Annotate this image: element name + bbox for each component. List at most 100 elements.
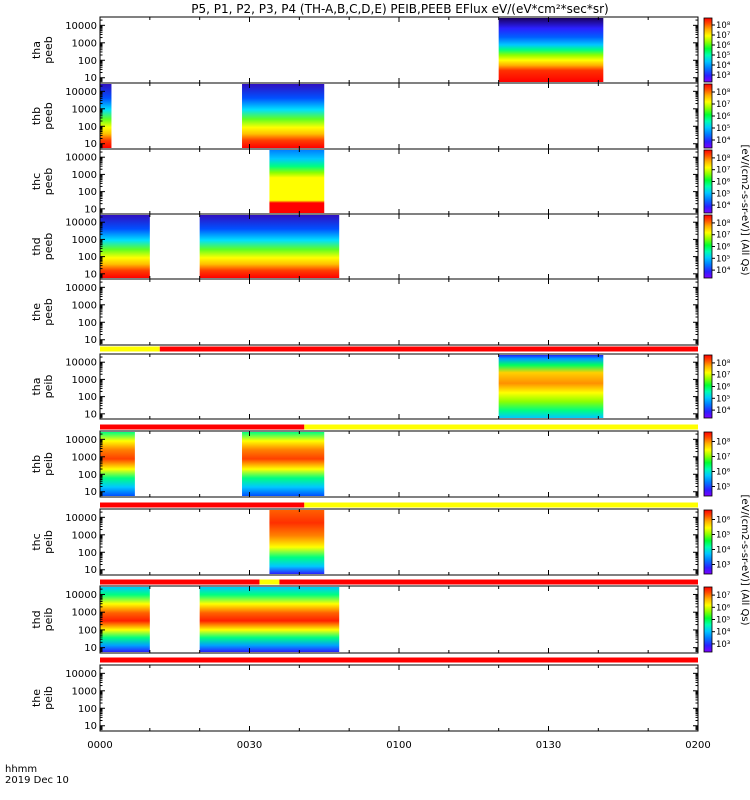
- colorbar-scale: [703, 431, 713, 497]
- panel-ylabel: thc: [30, 533, 43, 550]
- y-tick-label: 1000: [72, 170, 97, 181]
- spectrogram-segment: [242, 84, 325, 148]
- flag-bar: [100, 657, 698, 663]
- y-tick-label: 100: [78, 470, 97, 481]
- x-tick-label: 0200: [685, 740, 710, 751]
- colorbar-tick-label: 10⁸: [716, 219, 731, 229]
- y-tick-label: 100: [78, 704, 97, 715]
- panel-ylabel: peeb: [42, 168, 55, 196]
- colorbar-scale: [703, 83, 713, 149]
- y-tick-label: 10: [84, 335, 97, 346]
- panel-ylabel: the: [30, 689, 43, 707]
- y-tick-label: 100: [78, 548, 97, 559]
- y-tick-label: 10000: [65, 21, 97, 32]
- flag-segment: [100, 579, 260, 585]
- flag-segment: [279, 579, 698, 585]
- y-tick-label: 10: [84, 487, 97, 498]
- x-tick-label: 0000: [87, 740, 112, 751]
- x-axis-labels: 0000 0030 0100 0130 0200: [87, 740, 710, 751]
- y-tick-label: 100: [78, 122, 97, 133]
- panel-frame: [99, 508, 699, 576]
- spectrogram-segment: [269, 150, 325, 213]
- panel-frame: [99, 664, 699, 732]
- y-tick-label: 1000: [72, 452, 97, 463]
- y-tick-label: 100: [78, 625, 97, 636]
- y-tick-label: 10: [84, 204, 97, 215]
- panel-ylabel: thb: [30, 455, 43, 473]
- panel-thc_peib: 10 100 1000 10000 thc peib: [30, 508, 699, 585]
- x-tick-label: 0130: [536, 740, 561, 751]
- colorbar-tick-label: 10⁷: [716, 591, 731, 601]
- spectrogram-segment: [199, 215, 340, 278]
- y-tick-label: 10000: [65, 435, 97, 446]
- panel-thb_peeb: 10 100 1000 10000 thb peeb: [30, 82, 699, 150]
- spectrogram-segment: [100, 587, 150, 652]
- colorbar-tick-label: 10⁴: [716, 628, 731, 638]
- flag-segment: [259, 579, 280, 585]
- flag-bar: [100, 502, 698, 508]
- spectrogram-segment: [199, 587, 340, 652]
- x-tick-label: 0100: [386, 740, 411, 751]
- flag-segment: [100, 502, 305, 508]
- panel-the_peib: 10 100 1000 10000 the peib: [30, 664, 699, 732]
- panel-ylabel: peib: [42, 686, 55, 710]
- y-tick-label: 10000: [65, 87, 97, 98]
- spectrogram-segment: [498, 355, 604, 418]
- flag-segment: [304, 424, 698, 430]
- flag-bar: [100, 424, 698, 430]
- panel-frame: [99, 148, 699, 215]
- colorbar-tick-label: 10³: [716, 71, 730, 81]
- colorbar-scale: [703, 586, 713, 653]
- colorbar-tick-label: 10⁶: [716, 112, 731, 122]
- colorbar-tick-label: 10⁵: [716, 394, 730, 404]
- colorbar-title-ion: [eV/(cm2-s-sr-eV)] (All Qs): [739, 495, 750, 626]
- colorbar-scale: [703, 354, 713, 419]
- panel-the_peeb: 10 100 1000 10000 the peeb: [30, 278, 699, 352]
- colorbar-scale: [703, 149, 713, 214]
- flag-bar: [100, 579, 698, 585]
- panel-thd_peeb: 10 100 1000 10000 thd peeb: [30, 213, 699, 280]
- y-tick-label: 1000: [72, 300, 97, 311]
- y-tick-label: 100: [78, 187, 97, 198]
- panel-ylabel: peib: [42, 530, 55, 554]
- colorbar-tick-label: 10⁷: [716, 371, 731, 381]
- spectrogram-segment: [100, 432, 135, 496]
- flag-bar: [100, 346, 699, 352]
- panel-ylabel: peeb: [42, 298, 55, 326]
- colorbar-tick-label: 10⁵: [716, 124, 730, 134]
- panel-tha_peeb: 10 100 1000 10000 tha peeb: [30, 16, 699, 84]
- y-tick-label: 10000: [65, 283, 97, 294]
- time-axis-label: hhmm: [5, 764, 37, 775]
- y-tick-label: 100: [78, 392, 97, 403]
- colorbar-title-electron: [eV/(cm2-s-sr-eV)] (All Qs): [739, 145, 750, 276]
- colorbar-tick-label: 10⁸: [716, 88, 731, 98]
- colorbar-tick-label: 10⁶: [716, 468, 731, 478]
- panel-tha_peib: 10 100 1000 10000 tha peib: [30, 353, 699, 430]
- colorbar-tick-label: 10⁴: [716, 201, 731, 211]
- spectrogram-segment: [100, 215, 150, 278]
- colorbar-tick-label: 10⁶: [716, 41, 731, 51]
- colorbar-tick-label: 10⁶: [716, 178, 731, 188]
- colorbar-tick-label: 10⁵: [716, 616, 730, 626]
- colorbar-tick-label: 10⁸: [716, 438, 731, 448]
- colorbar-tick-label: 10⁴: [716, 136, 731, 146]
- y-tick-label: 10000: [65, 590, 97, 601]
- y-tick-label: 10: [84, 721, 97, 732]
- spectrogram-segment: [498, 18, 604, 82]
- colorbar-tick-label: 10⁵: [716, 483, 730, 493]
- y-tick-label: 1000: [72, 38, 97, 49]
- colorbar-tick-label: 10⁶: [716, 603, 731, 613]
- spectrogram-segment: [242, 432, 325, 496]
- y-tick-label: 100: [78, 56, 97, 67]
- y-tick-label: 1000: [72, 686, 97, 697]
- colorbar-tick-label: 10⁸: [716, 154, 731, 164]
- colorbar-tick-label: 10⁴: [716, 61, 731, 71]
- panel-ylabel: thc: [30, 173, 43, 190]
- y-tick-label: 1000: [72, 608, 97, 619]
- y-tick-label: 10000: [65, 153, 97, 164]
